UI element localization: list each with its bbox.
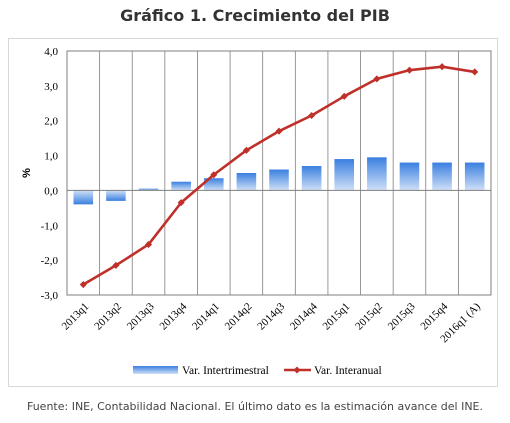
x-tick-label: 2015q1 [321, 301, 353, 333]
line-marker [373, 75, 381, 83]
bar-intertrimestral [138, 188, 159, 191]
chart-title: Gráfico 1. Crecimiento del PIB [120, 6, 390, 25]
bar-intertrimestral [106, 190, 126, 201]
x-tick-label: 2014q3 [255, 300, 287, 332]
bar-intertrimestral [171, 181, 191, 191]
x-tick-label: 2014q4 [288, 300, 320, 332]
y-axis-label: % [21, 168, 33, 178]
x-tick-label: 2013q1 [60, 301, 92, 333]
bar-intertrimestral [73, 190, 94, 205]
x-tick-label: 2013q4 [157, 300, 189, 332]
y-tick-label: 1,0 [44, 151, 58, 163]
chart-frame [8, 38, 498, 387]
chart-svg: 4,0 3,0 2,0 1,0 0,0 -1,0 -2,0 -3,0 2013q1 2013q2… [21, 46, 492, 377]
line-marker [471, 68, 479, 76]
line-marker [242, 146, 250, 154]
bar-intertrimestral [464, 162, 485, 191]
line-marker [145, 240, 153, 248]
source-note: Fuente: INE, Contabilidad Nacional. El ú… [26, 400, 483, 413]
x-tick-label: 2015q3 [386, 300, 418, 332]
x-tick-label: 2013q3 [125, 300, 157, 332]
x-tick-label: 2013q2 [92, 301, 124, 333]
plot-area [66, 50, 492, 296]
x-tick-label: 2014q1 [190, 301, 222, 333]
legend-swatch-marker [293, 366, 301, 374]
x-tick-label: 2015q2 [353, 301, 385, 333]
line-marker [438, 63, 446, 71]
bar-intertrimestral [432, 162, 452, 191]
legend-swatch-bar [133, 366, 178, 374]
line-marker [275, 127, 283, 135]
bar-intertrimestral [334, 159, 355, 191]
bar-intertrimestral [236, 173, 257, 191]
x-tick-label: 2014q2 [223, 301, 255, 333]
x-tick-label: 2015q4 [418, 300, 450, 332]
bar-intertrimestral [269, 169, 289, 191]
legend: Var. Intertrimestral Var. Interanual [133, 365, 382, 377]
bar-intertrimestral [203, 178, 224, 191]
line-marker [340, 92, 348, 100]
y-tick-label: -3,0 [41, 290, 59, 302]
line-marker [177, 199, 185, 207]
y-tick-label: 3,0 [44, 81, 58, 93]
line-marker [79, 281, 87, 289]
y-tick-label: -1,0 [41, 220, 59, 232]
y-tick-label: 0,0 [44, 185, 58, 197]
line-marker [210, 171, 218, 179]
line-marker [308, 111, 316, 120]
bar-intertrimestral [367, 157, 387, 191]
y-tick-label: -2,0 [41, 255, 59, 267]
bar-intertrimestral [301, 166, 322, 191]
line-marker [405, 66, 413, 74]
legend-label-bar: Var. Intertrimestral [182, 365, 269, 377]
bar-intertrimestral [399, 162, 420, 191]
y-tick-label: 4,0 [44, 46, 58, 58]
y-tick-label: 2,0 [44, 116, 58, 128]
line-marker [112, 261, 120, 269]
legend-label-line: Var. Interanual [314, 365, 382, 377]
